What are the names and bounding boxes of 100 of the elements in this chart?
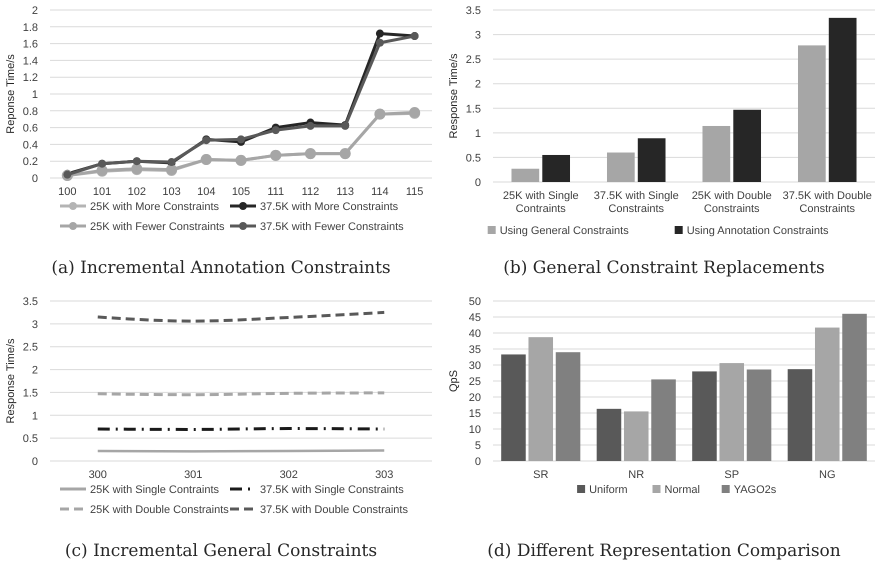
point bbox=[272, 126, 280, 134]
bar bbox=[788, 369, 812, 461]
y-tick-label: 1.6 bbox=[22, 38, 38, 51]
y-tick-label: 0 bbox=[474, 177, 481, 189]
bar bbox=[828, 18, 857, 182]
x-tick-label: 25K with Single Contraints bbox=[502, 190, 579, 215]
y-axis-title: QpS bbox=[448, 370, 460, 392]
bar bbox=[511, 168, 540, 182]
bar bbox=[719, 363, 744, 461]
legend-label: 37.5K with More Constraints bbox=[260, 201, 399, 213]
text: (d) Different Representation Comparison bbox=[487, 541, 841, 561]
x-tick-label: SR bbox=[533, 469, 548, 481]
line-series bbox=[96, 310, 386, 323]
y-tick-label: 0.2 bbox=[22, 156, 38, 168]
y-tick-label: 45 bbox=[468, 312, 481, 324]
x-tick-label: 300 bbox=[88, 469, 107, 481]
bar bbox=[651, 379, 676, 461]
x-tick-label: 303 bbox=[375, 469, 394, 481]
y-tick-label: 1.2 bbox=[22, 72, 38, 84]
y-tick-label: 30 bbox=[468, 360, 481, 372]
x-tick-label: SP bbox=[724, 469, 740, 481]
legend-label: 25K with Single Contraints bbox=[90, 484, 220, 496]
y-tick-label: 15 bbox=[468, 408, 481, 420]
legend-label: 25K with More Constraints bbox=[90, 201, 220, 213]
y-tick-label: 1 bbox=[474, 128, 481, 140]
x-tick-label: 37.5K with Single Constraints bbox=[594, 190, 679, 215]
y-tick-label: 3 bbox=[32, 318, 38, 331]
x-tick-label: 104 bbox=[197, 186, 216, 198]
bar bbox=[606, 152, 635, 182]
y-tick-label: 2 bbox=[32, 5, 38, 17]
legend-label: Using Annotation Constraints bbox=[686, 225, 830, 237]
x-tick-label: 111 bbox=[267, 186, 284, 198]
x-tick-label: 113 bbox=[336, 186, 354, 198]
y-axis-title: Response Time/s bbox=[448, 53, 460, 138]
y-tick-label: 3.5 bbox=[22, 296, 38, 308]
y-tick-label: 1.5 bbox=[466, 103, 481, 116]
y-tick-label: 35 bbox=[468, 344, 481, 356]
point bbox=[376, 30, 384, 38]
y-tick-label: 1.4 bbox=[22, 55, 38, 68]
bar bbox=[624, 411, 649, 461]
legend-label: YAGO2s bbox=[734, 484, 777, 496]
legend-label: Normal bbox=[664, 484, 700, 496]
legend-label: Using General Constraints bbox=[500, 225, 630, 237]
bar bbox=[542, 154, 570, 182]
x-tick-label: NG bbox=[819, 469, 836, 481]
y-tick-label: 1 bbox=[32, 410, 38, 422]
y-tick-label: 2 bbox=[474, 78, 481, 91]
x-tick-label: 25K with Double Constraints bbox=[692, 190, 772, 215]
bar bbox=[798, 45, 826, 182]
y-tick-label: 3 bbox=[474, 30, 481, 42]
y-tick-label: 0 bbox=[474, 456, 481, 468]
bar bbox=[638, 138, 666, 182]
y-tick-label: 0.5 bbox=[466, 152, 481, 164]
y-tick-label: 1.8 bbox=[22, 22, 38, 34]
y-tick-label: 2.5 bbox=[22, 342, 38, 354]
bar bbox=[702, 126, 730, 182]
x-tick-label: 101 bbox=[92, 186, 112, 198]
y-axis-title: Reponse Time/s bbox=[5, 54, 17, 134]
legend-label: 37.5K with Double Constraints bbox=[260, 504, 408, 516]
x-tick-label: 103 bbox=[162, 186, 181, 198]
y-tick-label: 0 bbox=[32, 173, 38, 185]
y-tick-label: 50 bbox=[468, 296, 481, 308]
y-tick-label: 2.5 bbox=[466, 54, 481, 66]
y-tick-label: 1.5 bbox=[22, 387, 38, 400]
y-tick-label: 20 bbox=[468, 392, 481, 404]
x-tick-label: 114 bbox=[371, 186, 389, 198]
bar bbox=[528, 337, 554, 461]
bar bbox=[692, 371, 717, 461]
bar bbox=[746, 369, 772, 461]
legend-label: 25K with Double Constraints bbox=[90, 504, 230, 516]
y-tick-label: 0.4 bbox=[22, 139, 38, 152]
x-tick-label: 302 bbox=[280, 469, 298, 481]
y-tick-label: 40 bbox=[468, 328, 481, 340]
legend-label: 37.5K with Single Constraints bbox=[260, 484, 404, 496]
text: (a) Incremental Annotation Constraints bbox=[51, 258, 391, 278]
text: (c) Incremental General Constraints bbox=[64, 541, 378, 561]
x-tick-label: 102 bbox=[128, 186, 146, 198]
bar bbox=[733, 110, 762, 182]
y-tick-label: 2 bbox=[32, 364, 38, 377]
point bbox=[306, 122, 314, 130]
point bbox=[237, 135, 245, 144]
x-tick-label: NR bbox=[628, 469, 644, 481]
bar bbox=[842, 314, 867, 461]
x-tick-label: 112 bbox=[302, 186, 320, 198]
text: (b) General Constraint Replacements bbox=[503, 258, 825, 278]
y-tick-label: 10 bbox=[468, 424, 481, 436]
legend-label: 25K with Fewer Constraints bbox=[90, 221, 225, 233]
legend-label: 37.5K with Fewer Constraints bbox=[260, 221, 404, 233]
bar bbox=[596, 408, 622, 461]
x-tick-label: 301 bbox=[184, 469, 202, 481]
bar bbox=[814, 328, 840, 461]
y-tick-label: 3.5 bbox=[466, 5, 481, 17]
legend-label: Uniform bbox=[589, 484, 628, 496]
x-tick-label: 105 bbox=[232, 186, 250, 198]
y-tick-label: 0 bbox=[32, 456, 38, 468]
bar bbox=[501, 354, 526, 461]
y-axis-title: Response Time/s bbox=[5, 338, 17, 424]
y-tick-label: 5 bbox=[474, 440, 481, 452]
y-tick-label: 0.8 bbox=[22, 106, 38, 118]
y-tick-label: 0.6 bbox=[22, 122, 38, 135]
